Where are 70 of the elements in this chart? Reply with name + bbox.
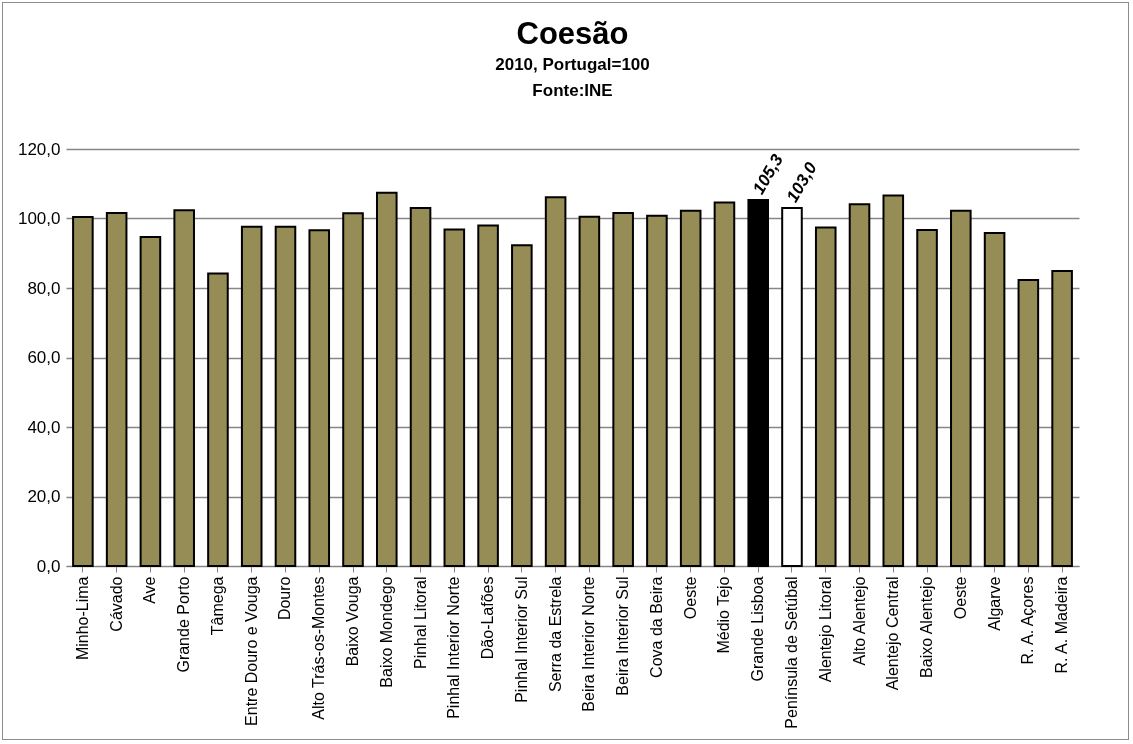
- bar: [814, 226, 837, 567]
- x-tick-label: Pinhal Litoral: [411, 576, 429, 669]
- x-tick-label: Península de Setúbal: [782, 576, 800, 729]
- bar: [274, 225, 297, 567]
- x-tick-label: Baixo Mondego: [377, 576, 395, 688]
- bar: [916, 228, 938, 567]
- bar: [105, 211, 128, 567]
- x-tick-label: Cávado: [107, 576, 125, 632]
- x-tick-label: Oeste: [951, 576, 969, 620]
- chart-title: Coesão: [516, 16, 629, 51]
- x-tick-label: Pinhal Interior Sul: [512, 576, 530, 703]
- y-tick-label: 80,0: [27, 278, 61, 298]
- y-tick-label: 40,0: [27, 417, 61, 437]
- y-tick-label: 0,0: [36, 556, 61, 576]
- bar: [139, 235, 162, 567]
- bar: [882, 194, 905, 567]
- x-tick-label: Alto Trás-os-Montes: [310, 576, 328, 720]
- bar: [747, 199, 770, 567]
- chart-subtitle: 2010, Portugal=100: [495, 55, 650, 74]
- x-tick-label: Baixo Vouga: [344, 576, 362, 667]
- x-tick-label: Baixo Alentejo: [918, 576, 936, 678]
- bar: [375, 191, 398, 567]
- x-tick-label: Alentejo Central: [884, 576, 902, 691]
- bar: [1017, 279, 1040, 567]
- bar: [207, 272, 229, 567]
- x-tick-label: R. A. Madeira: [1053, 576, 1071, 674]
- x-tick-label: Beira Interior Sul: [614, 576, 632, 696]
- bar: [950, 209, 972, 567]
- y-tick-label: 20,0: [27, 487, 61, 506]
- bar: [72, 216, 94, 567]
- bar: [578, 215, 601, 567]
- bar: [646, 214, 668, 567]
- y-tick-label: 60,0: [27, 348, 61, 367]
- x-tick-label: Pinhal Interior Norte: [445, 576, 463, 719]
- y-tick-label: 120,0: [17, 139, 61, 159]
- bar: [409, 207, 432, 567]
- x-tick-label: Dão-Lafões: [479, 576, 497, 660]
- bar: [240, 225, 263, 567]
- bar: [342, 212, 364, 567]
- bar: [612, 211, 634, 567]
- bar: [511, 244, 533, 567]
- bar: [443, 228, 466, 567]
- x-tick-label: Douro: [276, 576, 294, 621]
- bar: [477, 224, 499, 567]
- x-tick-label: R. A. Açores: [1019, 576, 1037, 665]
- y-tick-label: 100,0: [17, 209, 61, 228]
- x-tick-label: Alentejo Litoral: [816, 576, 834, 683]
- x-tick-label: Beira Interior Norte: [580, 576, 598, 712]
- bar: [713, 201, 736, 567]
- x-tick-label: Entre Douro e Vouga: [242, 576, 260, 726]
- bar: [983, 232, 1006, 567]
- x-tick-label: Cova da Beira: [647, 576, 665, 678]
- bar: [781, 207, 803, 567]
- x-tick-label: Alto Alentejo: [850, 576, 868, 666]
- x-tick-label: Serra da Estrela: [546, 576, 564, 693]
- bar: [1051, 269, 1073, 567]
- x-tick-label: Médio Tejo: [715, 576, 733, 654]
- bar: [544, 196, 567, 567]
- x-tick-label: Grande Lisboa: [749, 576, 767, 682]
- x-tick-label: Oeste: [681, 576, 699, 620]
- x-tick-label: Minho-Lima: [73, 576, 91, 661]
- bar: [173, 209, 195, 567]
- x-tick-label: Grande Porto: [175, 576, 193, 673]
- bar: [848, 203, 871, 567]
- x-tick-label: Tâmega: [208, 576, 226, 636]
- bar: [308, 229, 331, 567]
- source-note: Fonte:INE: [532, 81, 613, 100]
- x-tick-label: Algarve: [985, 576, 1003, 631]
- bar: [679, 209, 702, 567]
- x-tick-label: Ave: [141, 576, 159, 604]
